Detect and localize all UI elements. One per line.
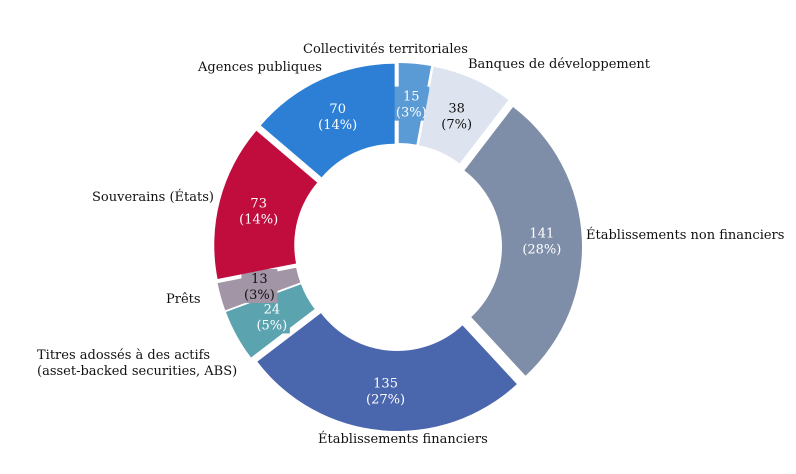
category-label-non-financiers: Établissements non financiers bbox=[586, 228, 785, 243]
data-label-background bbox=[253, 299, 290, 334]
data-label-percent: (3%) bbox=[396, 106, 427, 121]
data-label-percent: (14%) bbox=[318, 118, 357, 133]
donut-slice bbox=[214, 130, 318, 279]
data-label-percent: (5%) bbox=[256, 318, 287, 333]
data-label-value: 73 bbox=[250, 197, 267, 212]
category-label-financiers: Établissements financiers bbox=[318, 432, 488, 447]
data-label-percent: (27%) bbox=[366, 392, 405, 407]
data-label-value: 141 bbox=[529, 226, 554, 241]
category-label-agences: Agences publiques bbox=[198, 60, 322, 75]
data-label-value: 70 bbox=[329, 102, 346, 117]
donut-slice bbox=[418, 66, 509, 164]
donut-slice bbox=[464, 106, 582, 376]
data-label-value: 38 bbox=[448, 101, 465, 116]
category-label-titres: Titres adossés à des actifs (asset-backe… bbox=[37, 348, 238, 379]
data-label-value: 135 bbox=[373, 376, 398, 391]
data-label-background bbox=[393, 86, 430, 121]
data-label-value: 15 bbox=[403, 90, 420, 105]
data-label-background bbox=[241, 269, 278, 304]
data-label-value: 24 bbox=[264, 302, 281, 317]
data-label-value: 13 bbox=[251, 272, 268, 287]
category-label-souverains: Souverains (États) bbox=[92, 190, 214, 205]
category-label-collectivites: Collectivités territoriales bbox=[303, 42, 468, 57]
category-label-banques: Banques de développement bbox=[468, 57, 651, 72]
donut-slice bbox=[260, 63, 395, 178]
data-label-percent: (28%) bbox=[522, 242, 561, 257]
data-label-percent: (14%) bbox=[239, 213, 278, 228]
data-label-percent: (3%) bbox=[244, 288, 275, 303]
category-label-prets: Prêts bbox=[166, 292, 201, 307]
donut-slice bbox=[257, 313, 517, 431]
data-label-percent: (7%) bbox=[441, 117, 472, 132]
